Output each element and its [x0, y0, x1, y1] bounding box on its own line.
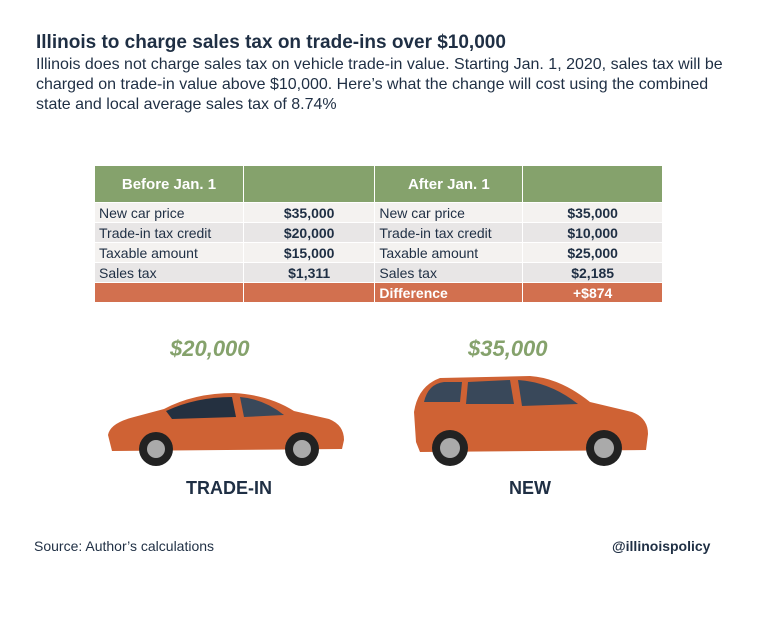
social-handle: @illinoispolicy	[612, 538, 711, 554]
cell	[242, 282, 376, 303]
cell: Trade-in tax credit	[374, 222, 524, 243]
subtitle: Illinois does not charge sales tax on ve…	[36, 56, 723, 113]
cell: $2,185	[522, 262, 663, 283]
cell: $20,000	[242, 222, 376, 243]
cell: New car price	[374, 202, 524, 223]
cell: New car price	[94, 202, 244, 223]
table-row: Taxable amount $15,000 Taxable amount $25,0…	[94, 242, 663, 263]
header-blank	[242, 165, 376, 203]
cell: Sales tax	[94, 262, 244, 283]
difference-label: Difference	[374, 282, 524, 303]
difference-value: +$874	[522, 282, 663, 303]
cell	[94, 282, 244, 303]
header-before: Before Jan. 1	[94, 165, 244, 203]
table-row: Sales tax $1,311 Sales tax $2,185	[94, 262, 663, 283]
header-blank	[522, 165, 663, 203]
table-row: Trade-in tax credit $20,000 Trade-in tax c…	[94, 222, 663, 243]
trade-in-price: $20,000	[170, 336, 250, 361]
trade-in-label: TRADE-IN	[186, 478, 272, 498]
source-note: Source: Author’s calculations	[34, 538, 215, 554]
new-car-label: NEW	[509, 478, 551, 498]
header-after: After Jan. 1	[374, 165, 524, 203]
cell: $35,000	[242, 202, 376, 223]
cell: Trade-in tax credit	[94, 222, 244, 243]
cell: $35,000	[522, 202, 663, 223]
minivan-car-illustration	[414, 376, 648, 466]
sedan-car-illustration	[108, 393, 344, 466]
cell: $1,311	[242, 262, 376, 283]
cell: $15,000	[242, 242, 376, 263]
cell: Sales tax	[374, 262, 524, 283]
table-row: New car price $35,000 New car price $35,000	[94, 202, 663, 223]
new-car-price: $35,000	[468, 336, 548, 361]
cell: $10,000	[522, 222, 663, 243]
table-header: Before Jan. 1 After Jan. 1	[94, 165, 663, 203]
comparison-table: Before Jan. 1 After Jan. 1 New car price…	[94, 165, 663, 303]
cell: $25,000	[522, 242, 663, 263]
cell: Taxable amount	[374, 242, 524, 263]
title: Illinois to charge sales tax on trade-in…	[36, 32, 506, 53]
difference-row: Difference +$874	[94, 282, 663, 303]
cell: Taxable amount	[94, 242, 244, 263]
